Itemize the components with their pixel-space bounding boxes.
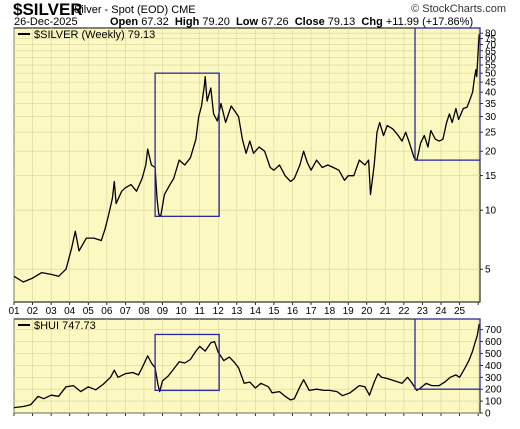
x-tick-label: 20: [361, 306, 373, 317]
x-tick-label: 22: [398, 306, 410, 317]
y-tick-label: 70: [485, 40, 497, 51]
high-value: 79.20: [202, 16, 230, 28]
y-tick-label: 80: [485, 29, 497, 40]
x-tick-label: 01: [8, 306, 20, 317]
y-tick-label: 400: [485, 361, 502, 372]
chg-value: +11.99 (+17.86%): [385, 16, 474, 28]
open-value: 67.32: [141, 16, 169, 28]
y-tick-label: 25: [485, 128, 497, 139]
y-tick-label: 5: [485, 265, 491, 276]
open-label: Open: [110, 16, 139, 28]
y-tick-label: 700: [485, 325, 502, 336]
y-tick-label: 30: [485, 112, 497, 123]
stockcharts-brand[interactable]: © StockCharts.com: [411, 3, 506, 15]
x-tick-label: 10: [176, 306, 188, 317]
x-tick-label: 05: [83, 306, 95, 317]
x-tick-label: 18: [324, 306, 336, 317]
legend-label: $HUI 747.73: [34, 320, 96, 332]
y-tick-label: 0: [485, 409, 491, 420]
as-of-date: 26-Dec-2025: [14, 16, 78, 28]
high-label: High: [174, 16, 200, 28]
y-tick-label: 600: [485, 337, 502, 348]
y-tick-label: 20: [485, 147, 497, 158]
x-tick-label: 17: [305, 306, 317, 317]
x-tick-label: 13: [231, 306, 243, 317]
plot-area-1: [13, 27, 481, 303]
y-tick-label: 40: [485, 88, 497, 99]
x-tick-label: 15: [268, 306, 280, 317]
chart-symbol: $SILVER: [13, 0, 83, 19]
close-label: Close: [294, 16, 325, 28]
ohlc-summary: Open 67.32 High 79.20 Low 67.26 Close 79…: [110, 16, 473, 28]
chg-label: Chg: [361, 16, 383, 28]
x-tick-label: 19: [343, 306, 355, 317]
y-tick-label: 100: [485, 397, 502, 408]
y-tick-label: 35: [485, 99, 497, 110]
y-tick-label: 15: [485, 171, 497, 182]
y-tick-label: 55: [485, 61, 497, 72]
x-tick-label: 24: [435, 306, 447, 317]
highlight-box-1: [154, 72, 220, 217]
low-label: Low: [236, 16, 259, 28]
x-tick-label: 06: [101, 306, 113, 317]
x-tick-label: 21: [380, 306, 392, 317]
exchange-text: CME: [171, 4, 196, 16]
highlight-box-2: [414, 318, 481, 390]
x-tick-label: 25: [454, 306, 466, 317]
highlight-box-1: [154, 333, 220, 392]
chart-description: Silver - Spot (EOD) CME: [74, 4, 196, 16]
plot-area-2: [13, 318, 481, 414]
series-line-1: [13, 34, 480, 283]
y-tick-label: 300: [485, 373, 502, 384]
x-tick-label: 03: [46, 306, 58, 317]
x-tick-label: 09: [157, 306, 169, 317]
x-tick-label: 08: [138, 306, 150, 317]
x-tick-label: 23: [417, 306, 429, 317]
x-tick-label: 12: [213, 306, 225, 317]
description-text: Silver - Spot (EOD): [74, 4, 169, 16]
highlight-box-2: [414, 27, 481, 161]
x-tick-label: 11: [194, 306, 205, 317]
y-tick-label: 75: [485, 34, 497, 45]
x-tick-label: 02: [27, 306, 39, 317]
y-tick-label: 500: [485, 349, 502, 360]
x-tick-label: 04: [64, 306, 76, 317]
y-tick-label: 65: [485, 46, 497, 57]
y-tick-label: 60: [485, 53, 497, 64]
close-value: 79.13: [327, 16, 356, 28]
x-tick-label: 16: [287, 306, 299, 317]
y-tick-label: 200: [485, 385, 502, 396]
y-tick-label: 10: [485, 206, 497, 217]
legend-label: $SILVER (Weekly) 79.13: [34, 29, 155, 41]
low-value: 67.26: [261, 16, 289, 28]
x-tick-label: 14: [250, 306, 262, 317]
y-tick-label: 50: [485, 69, 497, 80]
y-tick-label: 45: [485, 78, 497, 89]
x-tick-label: 07: [120, 306, 132, 317]
